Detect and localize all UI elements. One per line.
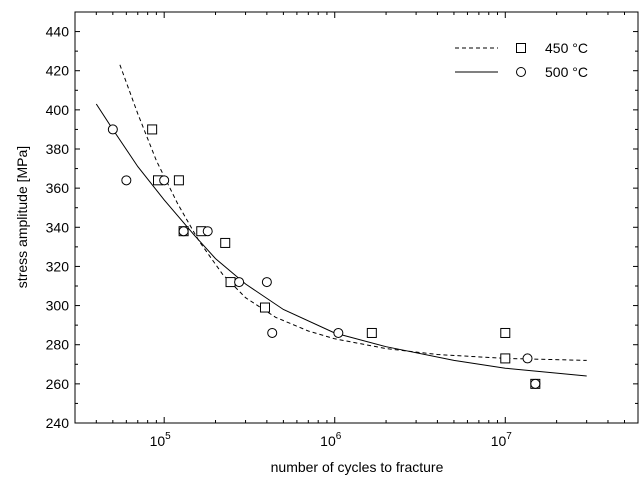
- data-point-circle: [107, 124, 118, 135]
- data-point-square: [220, 237, 231, 248]
- data-point-circle: [159, 175, 170, 186]
- fit-curves: [95, 64, 587, 377]
- data-point-square: [173, 175, 184, 186]
- fit-curve-solid: [95, 103, 587, 377]
- data-point-square: [147, 124, 158, 135]
- y-tick-label: 420: [46, 63, 70, 79]
- y-tick-label: 240: [46, 415, 70, 431]
- plot-frame: [74, 11, 639, 424]
- tick-labels: 240 260 280 300 320 340 360 380 400 420 440 105 106 1…: [46, 24, 513, 449]
- y-tick-label: 320: [46, 258, 70, 274]
- y-tick-label: 440: [46, 24, 70, 40]
- data-point-circle: [522, 353, 533, 364]
- data-point-circle: [121, 175, 132, 186]
- data-point-square: [225, 277, 236, 288]
- fit-curve-dashed: [119, 64, 587, 361]
- y-tick-label: 300: [46, 298, 70, 314]
- legend-marker-circle: [516, 67, 526, 77]
- data-point-circle: [234, 277, 245, 288]
- x-axis-title: number of cycles to fracture: [271, 459, 444, 475]
- y-tick-label: 340: [46, 219, 70, 235]
- x-tick-label: 105: [150, 431, 172, 449]
- y-axis-title: stress amplitude [MPa]: [14, 146, 30, 288]
- legend-label: 500 °C: [545, 64, 588, 80]
- data-point-circle: [333, 327, 344, 338]
- legend: 450 °C 500 °C: [455, 40, 588, 80]
- x-tick-label: 106: [320, 431, 342, 449]
- data-point-circle: [530, 378, 541, 389]
- y-tick-label: 260: [46, 376, 70, 392]
- legend-marker-square: [516, 43, 526, 53]
- data-markers: [107, 124, 541, 389]
- legend-label: 450 °C: [545, 40, 588, 56]
- data-point-square: [500, 327, 511, 338]
- data-point-square: [259, 302, 270, 313]
- data-point-square: [366, 327, 377, 338]
- data-point-circle: [261, 277, 272, 288]
- x-tick-label: 107: [491, 431, 513, 449]
- data-point-square: [500, 353, 511, 364]
- y-tick-label: 380: [46, 141, 70, 157]
- data-point-circle: [178, 226, 189, 237]
- y-tick-label: 360: [46, 180, 70, 196]
- data-point-circle: [202, 226, 213, 237]
- y-tick-label: 400: [46, 102, 70, 118]
- y-tick-label: 280: [46, 337, 70, 353]
- data-point-circle: [267, 327, 278, 338]
